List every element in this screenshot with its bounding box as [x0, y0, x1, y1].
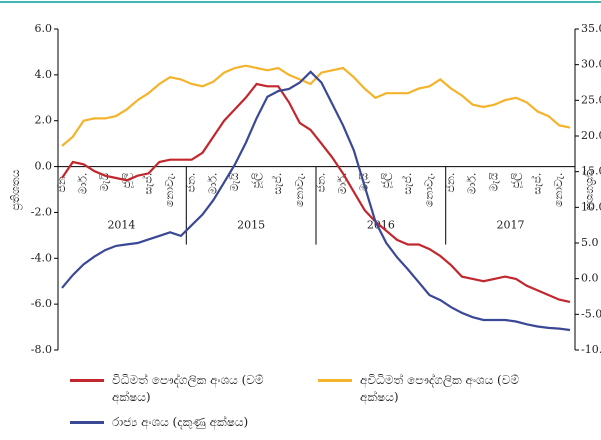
legend-label: විධිමත් පෞද්ගලික අංශය (වම් අක්ෂය)	[112, 373, 264, 404]
year-label: 2017	[497, 219, 525, 232]
x-tick-label: සැප්.	[400, 173, 414, 195]
y-tick-label: -4.0	[31, 251, 52, 264]
y2-tick-label: 25.0	[581, 93, 601, 106]
legend-swatch	[70, 421, 104, 424]
x-tick-label: මැයි	[228, 172, 241, 191]
y-tick-label: -2.0	[31, 205, 52, 218]
x-tick-label: ජූලි	[250, 172, 264, 189]
y2-tick-label: -5.0	[581, 307, 601, 320]
x-tick-label: මාර්.	[77, 173, 90, 195]
x-tick-label: ජන.	[185, 173, 198, 193]
y2-tick-label: 20.0	[581, 129, 601, 142]
legend-label: අවිධිමත් පෞද්ගලික අංශය (වම් අක්ෂය)	[360, 373, 519, 404]
y2-tick-label: 0.0	[581, 272, 599, 285]
y2-tick-label: 10.0	[581, 200, 601, 213]
series-line	[61, 70, 571, 332]
y-tick-label: 4.0	[35, 68, 53, 81]
y2-axis-label: ප්‍රතිශතය	[584, 169, 597, 210]
x-tick-label: මාර්.	[466, 173, 479, 195]
year-label: 2014	[107, 219, 135, 232]
legend-item: අවිධිමත් පෞද්ගලික අංශය (වම් අක්ෂය)	[318, 372, 548, 406]
legend-item: රාජ්‍ය අංශය (දකුණු අක්ෂය)	[70, 414, 370, 431]
legend-swatch	[70, 379, 104, 382]
y-tick-label: 6.0	[35, 22, 53, 35]
series-line	[61, 82, 571, 303]
y2-tick-label: 30.0	[581, 58, 601, 71]
x-tick-label: ජන.	[444, 173, 457, 193]
x-tick-label: සැප්.	[270, 173, 284, 195]
chart: ප්‍රතිශතය ප්‍රතිශතය -8.0 -6.0 -4.0 -2.0 0.0 2…	[0, 1, 601, 356]
x-tick-label: සැප්.	[529, 173, 543, 195]
x-tick-label: ජූලි	[509, 172, 523, 189]
y2-tick-label: -10.0	[581, 343, 601, 356]
x-tick-label: මාර්.	[336, 173, 349, 195]
y-tick-label: 0.0	[35, 160, 53, 173]
y2-tick-label: 35.0	[581, 22, 601, 35]
y-tick-label: -8.0	[31, 343, 52, 356]
year-label: 2015	[237, 219, 265, 232]
x-tick-label: ජන.	[55, 173, 68, 193]
y-axis-label: ප්‍රතිශතය	[9, 169, 22, 210]
y2-tick-label: 5.0	[581, 236, 599, 249]
x-tick-label: ජන.	[314, 173, 327, 193]
x-tick-label: මාර්.	[206, 173, 219, 195]
x-tick-label: මැයි	[487, 172, 500, 191]
legend-label: රාජ්‍ය අංශය (දකුණු අක්ෂය)	[112, 415, 249, 429]
x-tick-label: ජූලි	[379, 172, 393, 189]
y-tick-label: 2.0	[35, 114, 53, 127]
y2-tick-label: 15.0	[581, 165, 601, 178]
x-tick-label: නොවැ.	[552, 173, 565, 208]
x-tick-label: නොවැ.	[422, 173, 435, 208]
x-tick-label: නොවැ.	[293, 173, 306, 208]
legend-swatch	[318, 379, 352, 382]
y-tick-label: -6.0	[31, 297, 52, 310]
legend-item: විධිමත් පෞද්ගලික අංශය (වම් අක්ෂය)	[70, 372, 280, 406]
x-tick-label: නොවැ.	[163, 173, 176, 208]
x-tick-label: සැප්.	[140, 173, 154, 195]
